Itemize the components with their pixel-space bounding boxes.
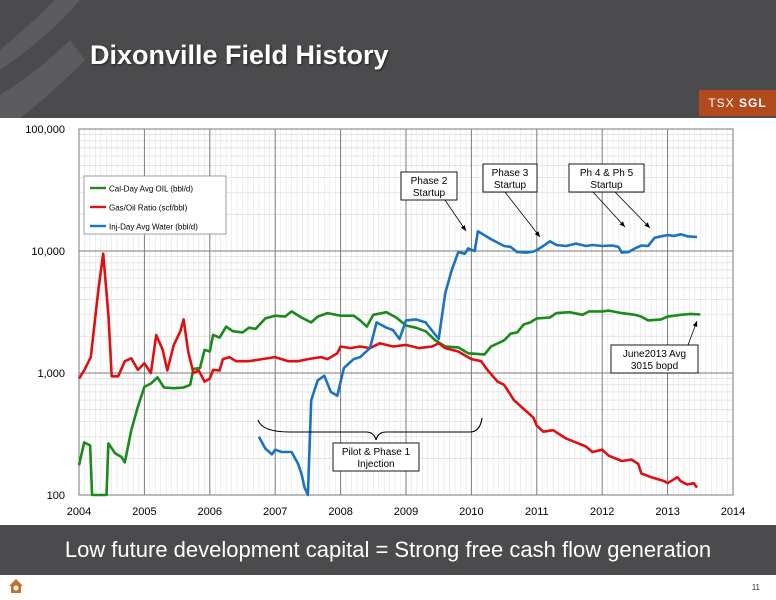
- legend-box: [83, 175, 227, 235]
- x-tick-label: 2004: [67, 506, 91, 518]
- company-logo-mark-icon: [0, 0, 85, 118]
- legend-label: Cal-Day Avg OIL (bbl/d): [109, 185, 193, 194]
- x-tick-label: 2012: [590, 506, 614, 518]
- arrowhead: [534, 231, 540, 237]
- annotation-text: Phase 2: [411, 176, 448, 187]
- slide-title: Dixonville Field History: [90, 40, 389, 70]
- annotation-text: Startup: [590, 180, 623, 191]
- arrowhead: [644, 222, 650, 228]
- annotation-text: Phase 3: [492, 168, 529, 179]
- y-tick-label: 100: [47, 490, 65, 502]
- annotation-box: [482, 163, 538, 193]
- x-tick-label: 2008: [328, 506, 352, 518]
- x-tick-label: 2007: [263, 506, 287, 518]
- annotation-text: Ph 4 & Ph 5: [580, 168, 634, 179]
- y-tick-label: 1,000: [37, 368, 65, 380]
- chart-legend: Cal-Day Avg OIL (bbl/d) Gas/Oil Ratio (sc…: [83, 175, 227, 235]
- series-line-2: [77, 252, 699, 489]
- x-tick-label: 2005: [132, 506, 156, 518]
- annotation-arrow: [444, 199, 467, 232]
- x-tick-label: 2006: [198, 506, 222, 518]
- y-tick-label: 100,000: [25, 124, 65, 136]
- annotation-text: Startup: [494, 180, 527, 191]
- series-line-1: [77, 309, 701, 497]
- page-number: 11: [751, 583, 760, 592]
- pilot-bracket: [257, 417, 483, 441]
- x-tick-label: 2014: [721, 506, 745, 518]
- ticker-prefix: TSX: [708, 96, 735, 110]
- series-line-3: [257, 230, 698, 497]
- annotation-text: Startup: [413, 188, 446, 199]
- arrowhead: [692, 321, 698, 327]
- arrowhead: [619, 221, 625, 227]
- footer-logo-icon: [9, 579, 23, 593]
- x-tick-label: 2010: [459, 506, 483, 518]
- annotation-text: 3015 bopd: [631, 361, 678, 372]
- annotation-text: Pilot & Phase 1: [342, 447, 411, 458]
- slide-header: Dixonville Field History TSX SGL: [0, 0, 776, 118]
- annotation-text: June2013 Avg: [623, 349, 686, 360]
- ticker-badge: TSX SGL: [699, 90, 776, 116]
- chart-svg: 2004 2005 2006 2007 2008 2009 2010 2011 2012 2013…: [25, 124, 745, 518]
- x-tick-label: 2009: [394, 506, 418, 518]
- legend-label: Gas/Oil Ratio (scf/bbl): [109, 204, 188, 213]
- annotation-text: Injection: [357, 459, 394, 470]
- field-history-chart: 2004 2005 2006 2007 2008 2009 2010 2011 2012 2013…: [0, 118, 776, 525]
- arrowhead: [460, 225, 466, 231]
- legend-label: Inj-Day Avg Water (bbl/d): [109, 223, 198, 232]
- x-tick-label: 2013: [655, 506, 679, 518]
- annotation-arrow: [504, 191, 541, 238]
- ticker-symbol: SGL: [739, 96, 767, 110]
- annotation-arrow: [614, 191, 651, 229]
- annotation-arrow: [592, 191, 626, 228]
- annotation-box: [568, 163, 645, 193]
- annotation-box: [610, 344, 699, 374]
- y-tick-label: 10,000: [31, 246, 65, 258]
- bottom-banner: Low future development capital = Strong …: [0, 525, 776, 575]
- annotation-box: [332, 442, 420, 472]
- annotation-box: [400, 171, 458, 201]
- x-tick-label: 2011: [525, 506, 549, 518]
